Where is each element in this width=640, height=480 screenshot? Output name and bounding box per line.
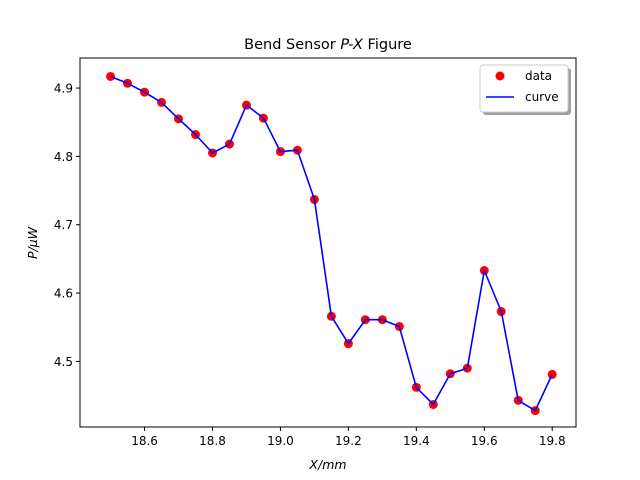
curve-line bbox=[110, 75, 553, 412]
x-tick-label: 18.6 bbox=[131, 434, 158, 448]
axes-frame bbox=[79, 57, 577, 428]
data-point bbox=[106, 71, 116, 81]
y-axis-label: P/μW bbox=[25, 226, 40, 259]
legend-label-curve: curve bbox=[525, 90, 559, 104]
y-tick-label: 4.9 bbox=[54, 82, 73, 96]
legend: data curve bbox=[479, 64, 571, 115]
x-tick-label: 19.4 bbox=[403, 434, 430, 448]
data-point bbox=[547, 369, 557, 379]
y-tick-label: 4.5 bbox=[54, 355, 73, 369]
y-tick-label: 4.8 bbox=[54, 150, 73, 164]
x-axis-label: X/mm bbox=[308, 457, 346, 472]
plot-area: 18.6 18.8 19.0 19.2 19.4 19.6 19.8 4.5 4.6 4.7 4.8… bbox=[54, 57, 577, 448]
legend-marker-data bbox=[495, 71, 505, 81]
legend-box bbox=[479, 64, 569, 113]
chart-title: Bend Sensor P-X Figure bbox=[244, 37, 412, 53]
y-tick-label: 4.7 bbox=[54, 218, 73, 232]
legend-label-data: data bbox=[525, 69, 552, 83]
y-tick-label: 4.6 bbox=[54, 287, 73, 301]
x-tick-label: 19.0 bbox=[267, 434, 294, 448]
x-tick-label: 19.6 bbox=[471, 434, 498, 448]
x-tick-label: 19.2 bbox=[335, 434, 362, 448]
x-tick-label: 19.8 bbox=[539, 434, 566, 448]
x-tick-label: 18.8 bbox=[199, 434, 226, 448]
